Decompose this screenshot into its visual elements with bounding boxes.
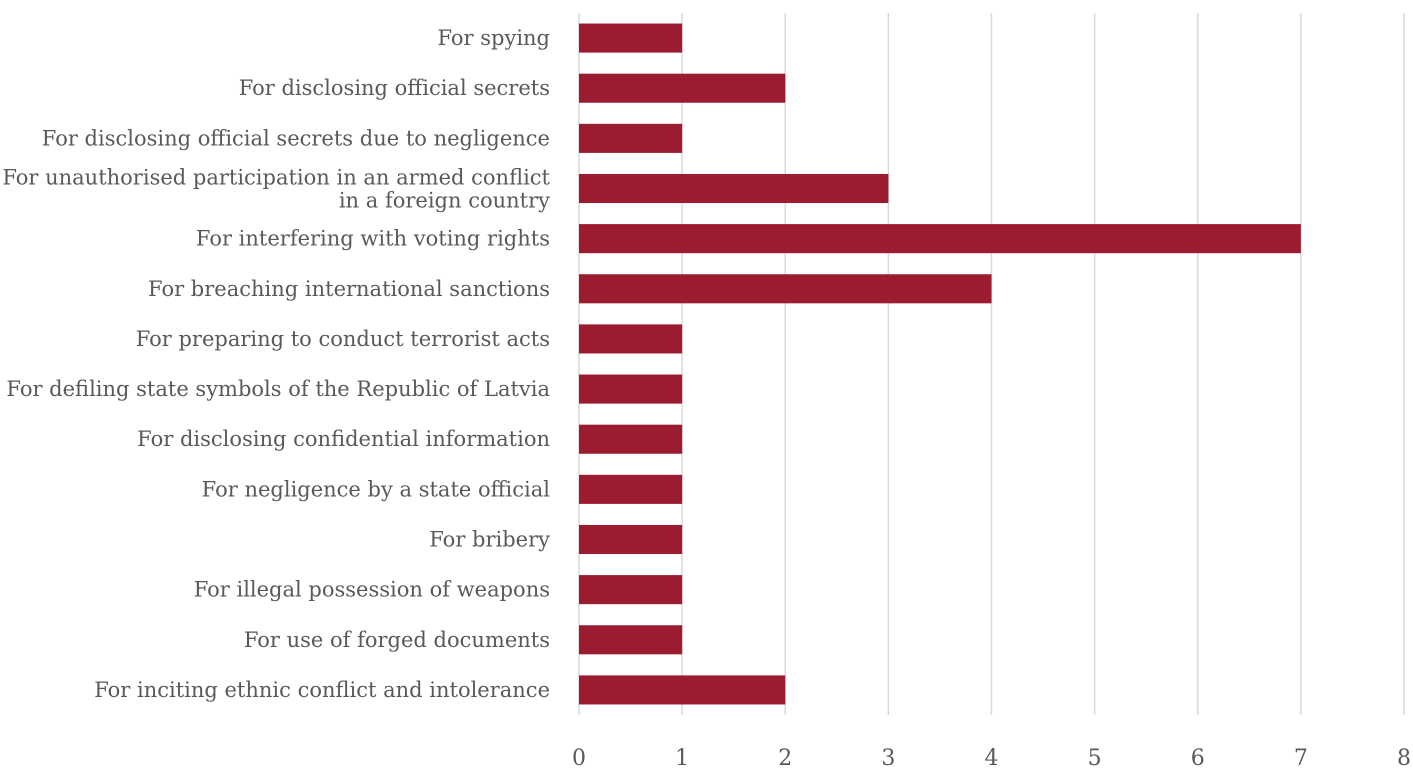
category-label: For inciting ethnic conflict and intoler… [94, 678, 550, 702]
category-label: For preparing to conduct terrorist acts [136, 327, 550, 351]
gridlines [578, 13, 1405, 715]
bar [579, 123, 683, 153]
category-labels: For spying For disclosing official secret… [2, 26, 550, 702]
category-label: For interfering with voting rights [196, 227, 550, 251]
bar [579, 274, 992, 304]
bar [579, 625, 683, 655]
bar [579, 73, 786, 103]
x-tick-label: 5 [1088, 746, 1102, 771]
bars [579, 23, 1301, 705]
category-label: For disclosing official secrets due to n… [42, 126, 550, 150]
bar [579, 524, 683, 555]
category-label: For illegal possession of weapons [194, 578, 550, 602]
x-tick-label: 3 [881, 746, 895, 771]
x-tick-label: 6 [1191, 746, 1205, 771]
bar [579, 324, 683, 354]
category-label: For disclosing official secrets [239, 76, 550, 100]
x-tick-label: 8 [1397, 746, 1411, 771]
category-label: For use of forged documents [244, 628, 550, 652]
bar [579, 474, 683, 504]
x-tick-label: 0 [572, 746, 586, 771]
category-label: For breaching international sanctions [148, 277, 550, 301]
category-label: For negligence by a state official [202, 477, 551, 501]
bar [579, 224, 1301, 254]
x-tick-label: 7 [1294, 746, 1308, 771]
category-label: For unauthorised participation in an arm… [2, 166, 550, 213]
x-tick-label: 2 [778, 746, 792, 771]
category-label: For spying [437, 26, 550, 50]
category-label: For disclosing confidential information [137, 427, 550, 451]
category-label: For bribery [429, 528, 550, 552]
bar [579, 23, 683, 53]
x-tick-labels: 0 1 2 3 4 5 6 7 8 [572, 746, 1411, 771]
bar [579, 374, 683, 404]
category-label: For defiling state symbols of the Republ… [6, 377, 550, 401]
bar [579, 173, 889, 204]
x-tick-label: 4 [985, 746, 999, 771]
bar [579, 424, 683, 454]
bar [579, 575, 683, 605]
bar [579, 675, 786, 705]
x-tick-label: 1 [675, 746, 689, 771]
